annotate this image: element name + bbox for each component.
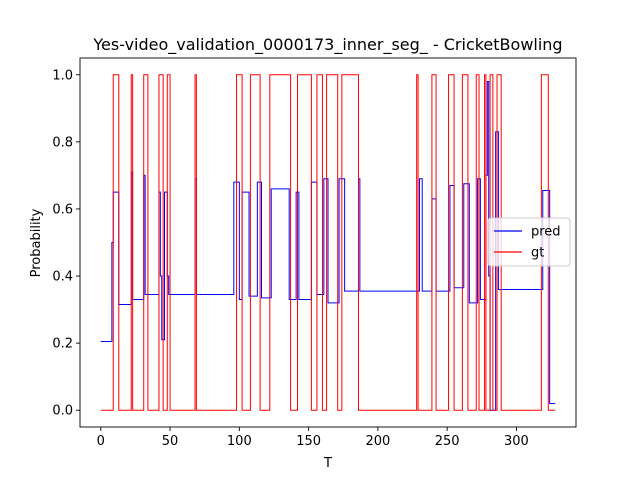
x-tick-label: 0	[97, 434, 105, 449]
y-tick-label: 0.0	[52, 404, 73, 419]
legend: pred gt	[487, 217, 571, 267]
x-axis-ticks: 0 50 100 150 200 250 300	[97, 427, 529, 449]
y-tick-label: 0.4	[52, 270, 73, 285]
legend-label-gt: gt	[531, 246, 544, 261]
plot-area	[79, 57, 577, 428]
y-axis-ticks: 0.0 0.2 0.4 0.6 0.8 1.0	[52, 68, 80, 419]
chart-title: Yes-video_validation_0000173_inner_seg_ …	[92, 35, 562, 55]
axes-frame	[79, 57, 577, 428]
x-tick-label: 150	[296, 434, 321, 449]
y-tick-label: 0.8	[52, 135, 73, 150]
x-tick-label: 50	[162, 434, 179, 449]
x-tick-label: 100	[227, 434, 252, 449]
y-axis-label: Probability	[29, 208, 44, 277]
legend-label-pred: pred	[531, 225, 561, 240]
y-tick-label: 0.2	[52, 337, 73, 352]
x-tick-label: 300	[504, 434, 529, 449]
y-tick-label: 1.0	[52, 68, 73, 83]
x-axis-label: T	[323, 456, 332, 471]
legend-box	[487, 217, 571, 267]
x-tick-label: 200	[365, 434, 390, 449]
series-line-gt	[100, 74, 556, 411]
y-tick-label: 0.6	[52, 202, 73, 217]
x-tick-label: 250	[435, 434, 460, 449]
